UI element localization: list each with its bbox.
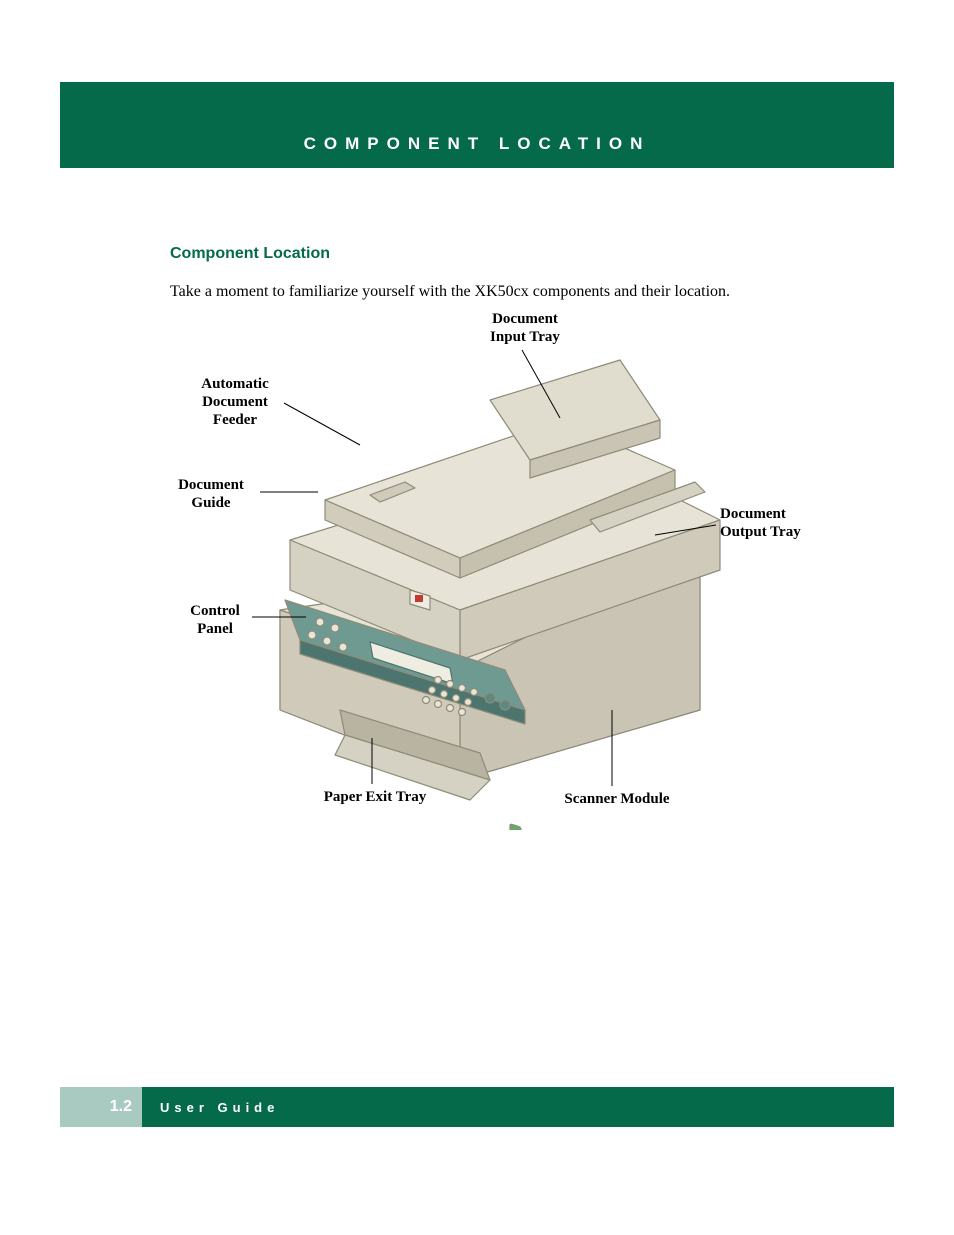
footer-label: User Guide xyxy=(160,1100,279,1115)
callout-line: Input Tray xyxy=(490,329,560,345)
callout-line: Document xyxy=(202,394,268,410)
callout-line: Feeder xyxy=(213,412,257,428)
page-header-title: COMPONENT LOCATION xyxy=(304,134,651,154)
callout-doc-output-tray: Document Output Tray xyxy=(720,505,820,541)
content-block: Component Location Take a moment to fami… xyxy=(170,245,870,303)
section-body: Take a moment to familiarize yourself wi… xyxy=(170,281,870,303)
callout-line: Document xyxy=(720,506,786,522)
callout-line: Document xyxy=(178,477,244,493)
callout-line: Paper Exit Tray xyxy=(324,789,427,805)
callout-line: Automatic xyxy=(201,376,269,392)
callout-line: Document xyxy=(492,311,558,327)
callout-line: Scanner Module xyxy=(564,791,669,807)
footer-label-box: User Guide xyxy=(142,1087,894,1127)
callout-adf: Automatic Document Feeder xyxy=(190,375,280,429)
footer-bar: 1.2 User Guide xyxy=(60,1087,894,1127)
footer-page-box: 1.2 xyxy=(60,1087,142,1127)
callout-doc-guide: Document Guide xyxy=(166,476,256,512)
callout-paper-exit-tray: Paper Exit Tray xyxy=(315,788,435,806)
callout-line: Panel xyxy=(197,621,233,637)
printer-diagram: Document Input Tray Automatic Document F… xyxy=(160,310,860,830)
callout-line: Guide xyxy=(191,495,230,511)
callout-control-panel: Control Panel xyxy=(180,602,250,638)
section-heading: Component Location xyxy=(170,245,870,263)
callout-scanner-module: Scanner Module xyxy=(552,790,682,808)
footer-page-number: 1.2 xyxy=(110,1098,132,1116)
callout-line: Output Tray xyxy=(720,524,801,540)
callout-doc-input-tray: Document Input Tray xyxy=(480,310,570,346)
header-band: COMPONENT LOCATION xyxy=(60,82,894,168)
callout-line: Control xyxy=(190,603,240,619)
